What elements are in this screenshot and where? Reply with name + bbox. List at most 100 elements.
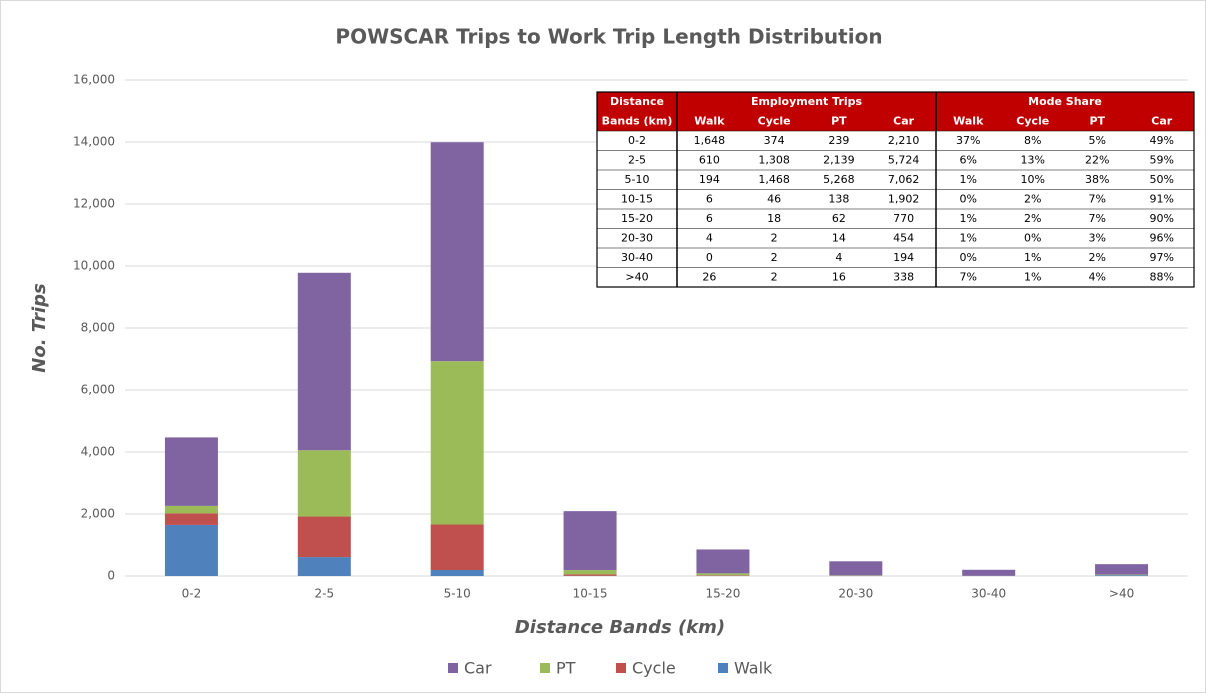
table-cell: 2 bbox=[771, 231, 778, 244]
x-tick-label: 20-30 bbox=[838, 587, 873, 601]
table-cell: 5,724 bbox=[888, 153, 920, 166]
y-tick-label: 16,000 bbox=[73, 73, 115, 87]
x-tick-label: >40 bbox=[1109, 587, 1134, 601]
table-cell: 14 bbox=[832, 231, 846, 244]
table-cell: 0% bbox=[1024, 231, 1041, 244]
table-cell: 96% bbox=[1150, 231, 1174, 244]
y-tick-label: 6,000 bbox=[81, 383, 115, 397]
table-cell: 49% bbox=[1150, 134, 1174, 147]
table-cell: 0% bbox=[960, 251, 977, 264]
table-cell: 5,268 bbox=[823, 173, 855, 186]
bar-segment bbox=[962, 569, 1016, 576]
table-cell: 194 bbox=[699, 173, 720, 186]
table-header: PT bbox=[831, 114, 847, 127]
table-header: PT bbox=[1089, 114, 1105, 127]
legend-swatch bbox=[448, 663, 458, 673]
table-cell: 30-40 bbox=[621, 251, 653, 264]
table-cell: 3% bbox=[1089, 231, 1106, 244]
table-cell: 22% bbox=[1085, 153, 1109, 166]
table-cell: 5% bbox=[1089, 134, 1106, 147]
y-axis-title: No. Trips bbox=[29, 283, 50, 373]
legend-label: Walk bbox=[734, 659, 773, 678]
table-group-header: Employment Trips bbox=[751, 95, 863, 108]
bar-segment bbox=[829, 561, 883, 576]
table-group-header: Mode Share bbox=[1028, 95, 1102, 108]
bar-segment bbox=[430, 569, 484, 576]
legend-label: PT bbox=[556, 659, 576, 678]
table-header: Car bbox=[893, 114, 914, 127]
table-header: Car bbox=[1151, 114, 1172, 127]
table-cell: >40 bbox=[625, 270, 648, 283]
table-cell: 91% bbox=[1150, 192, 1174, 205]
bar-segment bbox=[696, 575, 750, 576]
legend-swatch bbox=[718, 663, 728, 673]
table-cell: 6 bbox=[706, 212, 713, 225]
table-cell: 20-30 bbox=[621, 231, 653, 244]
table-cell: 4% bbox=[1089, 270, 1106, 283]
bar-segment bbox=[297, 272, 351, 451]
bar-segment bbox=[164, 505, 218, 514]
table-cell: 62 bbox=[832, 212, 846, 225]
legend-swatch bbox=[616, 663, 626, 673]
table-cell: 194 bbox=[893, 251, 914, 264]
bar-segment bbox=[297, 516, 351, 558]
table-cell: 770 bbox=[893, 212, 914, 225]
table-cell: 7% bbox=[960, 270, 977, 283]
table-header: Cycle bbox=[758, 114, 791, 127]
bar-segment bbox=[696, 549, 750, 574]
y-tick-label: 8,000 bbox=[81, 321, 115, 335]
y-tick-label: 10,000 bbox=[73, 259, 115, 273]
table-cell: 2% bbox=[1089, 251, 1106, 264]
table-cell: 2 bbox=[771, 251, 778, 264]
y-tick-label: 2,000 bbox=[81, 507, 115, 521]
table-cell: 0-2 bbox=[628, 134, 646, 147]
table-cell: 1% bbox=[960, 212, 977, 225]
table-cell: 10-15 bbox=[621, 192, 653, 205]
bar-segment bbox=[164, 524, 218, 576]
table-cell: 97% bbox=[1150, 251, 1174, 264]
table-cell: 59% bbox=[1150, 153, 1174, 166]
table-group-header: Distance bbox=[610, 95, 664, 108]
bar-segment bbox=[430, 524, 484, 570]
table-cell: 1,468 bbox=[758, 173, 790, 186]
table-header-bg bbox=[597, 92, 1194, 131]
table-cell: 50% bbox=[1150, 173, 1174, 186]
table-cell: 0 bbox=[706, 251, 713, 264]
y-tick-label: 0 bbox=[107, 569, 115, 583]
table-cell: 8% bbox=[1024, 134, 1041, 147]
table-header: Walk bbox=[953, 114, 984, 127]
bar-segment bbox=[430, 142, 484, 362]
table-cell: 7% bbox=[1089, 192, 1106, 205]
table-cell: 38% bbox=[1085, 173, 1109, 186]
x-axis-title: Distance Bands (km) bbox=[515, 617, 725, 638]
bar-segment bbox=[430, 361, 484, 525]
table-cell: 1% bbox=[960, 173, 977, 186]
table-border bbox=[596, 91, 1195, 288]
legend-swatch bbox=[540, 663, 550, 673]
y-tick-label: 14,000 bbox=[73, 135, 115, 149]
table-cell: 10% bbox=[1021, 173, 1045, 186]
bar-segment bbox=[297, 557, 351, 576]
bar-segment bbox=[563, 570, 617, 575]
x-tick-label: 5-10 bbox=[444, 587, 471, 601]
table-cell: 18 bbox=[767, 212, 781, 225]
table-cell: 16 bbox=[832, 270, 846, 283]
table-cell: 4 bbox=[706, 231, 713, 244]
x-tick-label: 30-40 bbox=[971, 587, 1006, 601]
bar-segment bbox=[297, 450, 351, 517]
bar-segment bbox=[164, 513, 218, 525]
table-cell: 4 bbox=[835, 251, 842, 264]
table-cell: 7% bbox=[1089, 212, 1106, 225]
chart-title: POWSCAR Trips to Work Trip Length Distri… bbox=[335, 25, 882, 49]
table-cell: 5-10 bbox=[625, 173, 650, 186]
x-tick-label: 15-20 bbox=[706, 587, 741, 601]
table-cell: 1,902 bbox=[888, 192, 920, 205]
bar-segment bbox=[164, 437, 218, 506]
bar-segment bbox=[696, 573, 750, 576]
legend-label: Cycle bbox=[632, 659, 676, 678]
x-tick-label: 0-2 bbox=[182, 587, 202, 601]
table-cell: 2 bbox=[771, 270, 778, 283]
table-cell: 1% bbox=[1024, 270, 1041, 283]
table-cell: 454 bbox=[893, 231, 914, 244]
table-cell: 26 bbox=[702, 270, 716, 283]
